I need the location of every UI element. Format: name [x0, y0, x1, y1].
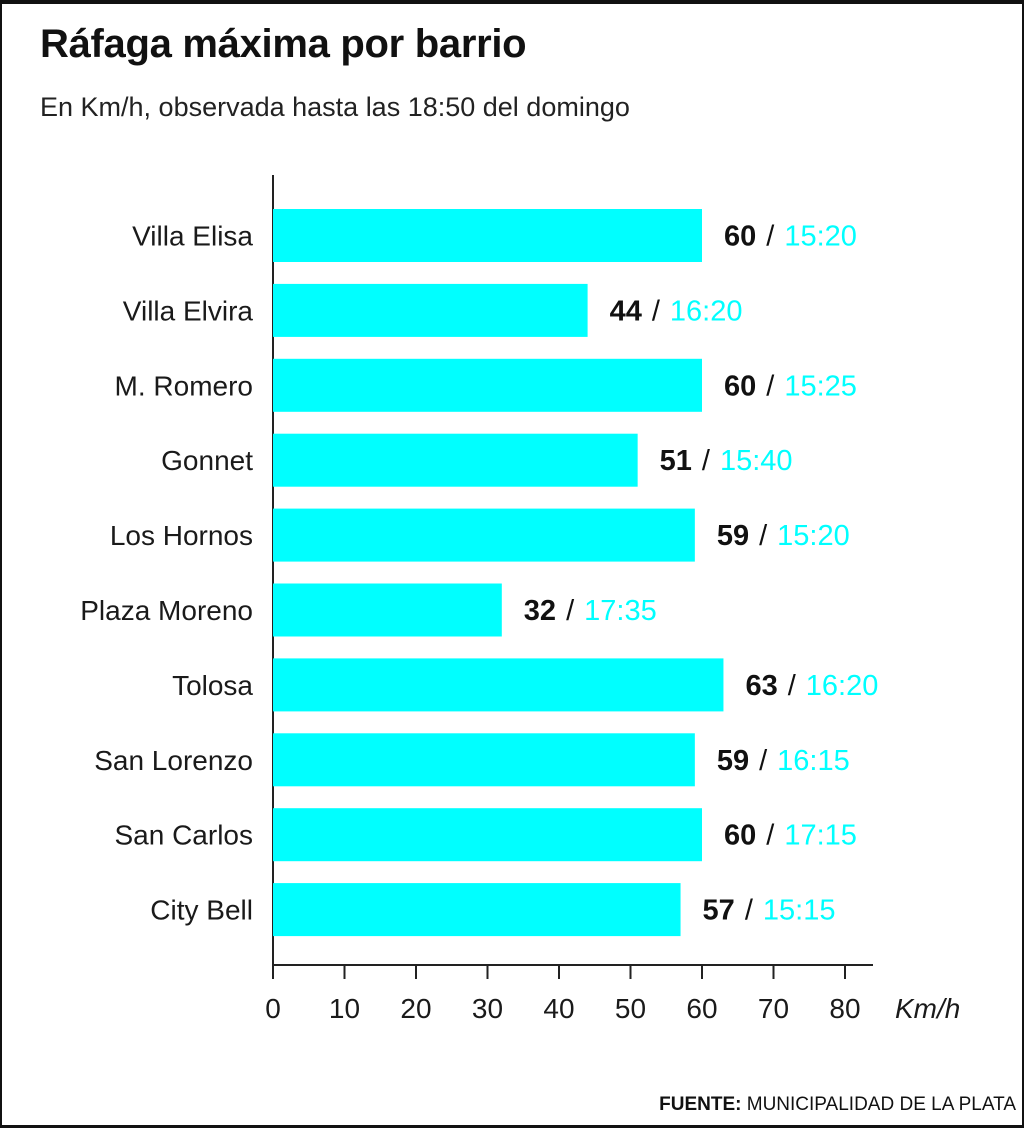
separator: / — [766, 370, 775, 402]
category-label: San Lorenzo — [94, 745, 253, 776]
x-tick-label: 20 — [400, 993, 431, 1024]
time-label: 15:20 — [777, 520, 850, 552]
category-label: Tolosa — [172, 670, 253, 701]
x-axis-label: Km/h — [895, 993, 960, 1024]
data-label: 60 / 15:25 — [724, 370, 857, 402]
separator: / — [788, 670, 797, 702]
category-label: San Carlos — [114, 820, 253, 851]
data-label: 59 / 16:15 — [717, 745, 850, 777]
separator: / — [745, 895, 754, 927]
value-label: 44 — [610, 295, 642, 327]
bar — [273, 358, 702, 412]
data-label: 63 / 16:20 — [745, 670, 878, 702]
x-tick-label: 30 — [472, 993, 503, 1024]
bar — [273, 433, 638, 487]
bar — [273, 658, 724, 712]
category-label: Gonnet — [161, 445, 253, 476]
top-border — [0, 0, 1024, 4]
x-tick-label: 0 — [265, 993, 281, 1024]
x-tick-label: 40 — [543, 993, 574, 1024]
value-label: 60 — [724, 370, 756, 402]
category-label: Villa Elvira — [123, 295, 254, 326]
value-label: 51 — [660, 445, 692, 477]
time-label: 16:15 — [777, 745, 850, 777]
bar — [273, 733, 695, 787]
category-label: City Bell — [150, 895, 253, 926]
bar — [273, 583, 502, 637]
category-label: M. Romero — [115, 370, 253, 401]
bar-chart: Villa Elisa 60 / 15:20 Villa Elvira 44 / 16:20 M… — [80, 175, 960, 1024]
time-label: 15:20 — [784, 221, 857, 253]
value-label: 59 — [717, 520, 749, 552]
category-label: Los Hornos — [110, 520, 253, 551]
category-label: Plaza Moreno — [80, 595, 253, 626]
source-text: MUNICIPALIDAD DE LA PLATA — [746, 1094, 1016, 1115]
time-label: 15:40 — [720, 445, 793, 477]
value-label: 57 — [703, 895, 735, 927]
value-label: 60 — [724, 820, 756, 852]
data-label: 51 / 15:40 — [660, 445, 793, 477]
x-tick-label: 50 — [615, 993, 646, 1024]
source-label: FUENTE: — [659, 1094, 742, 1115]
bar — [273, 209, 702, 262]
x-tick-label: 10 — [329, 993, 360, 1024]
data-label: 32 / 17:35 — [524, 595, 657, 627]
left-border — [0, 0, 2, 1128]
data-label: 57 / 15:15 — [703, 895, 836, 927]
data-label: 60 / 17:15 — [724, 820, 857, 852]
source-note: FUENTE: MUNICIPALIDAD DE LA PLATA — [659, 1094, 1016, 1116]
chart-subtitle: En Km/h, observada hasta las 18:50 del d… — [40, 92, 630, 122]
value-label: 32 — [524, 595, 556, 627]
bottom-border — [0, 1125, 1024, 1128]
bar — [273, 508, 695, 562]
data-label: 59 / 15:20 — [717, 520, 850, 552]
time-label: 16:20 — [806, 670, 879, 702]
time-label: 15:15 — [763, 895, 836, 927]
separator: / — [766, 820, 775, 852]
separator: / — [566, 595, 575, 627]
right-border — [1022, 0, 1024, 1128]
separator: / — [652, 295, 661, 327]
bar — [273, 808, 702, 862]
time-label: 17:15 — [784, 820, 857, 852]
bar — [273, 883, 681, 937]
separator: / — [702, 445, 711, 477]
value-label: 60 — [724, 221, 756, 253]
bar — [273, 283, 588, 337]
time-label: 17:35 — [584, 595, 657, 627]
value-label: 63 — [745, 670, 777, 702]
data-label: 60 / 15:20 — [724, 221, 857, 253]
x-tick-label: 60 — [686, 993, 717, 1024]
value-label: 59 — [717, 745, 749, 777]
chart-title: Ráfaga máxima por barrio — [40, 22, 527, 66]
x-tick-label: 70 — [758, 993, 789, 1024]
separator: / — [766, 221, 775, 253]
separator: / — [759, 745, 768, 777]
time-label: 16:20 — [670, 295, 743, 327]
x-tick-label: 80 — [829, 993, 860, 1024]
separator: / — [759, 520, 768, 552]
data-label: 44 / 16:20 — [610, 295, 743, 327]
time-label: 15:25 — [784, 370, 857, 402]
category-label: Villa Elisa — [132, 221, 253, 252]
